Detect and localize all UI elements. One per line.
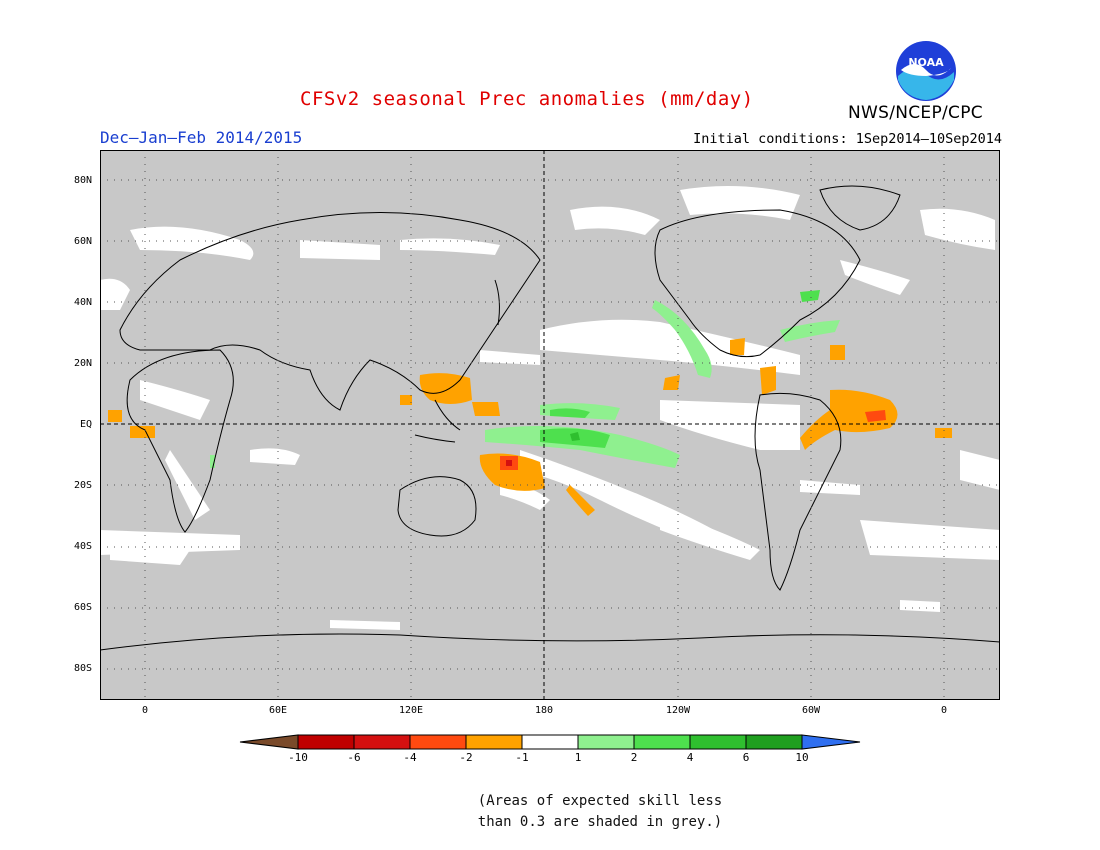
coastlines: [100, 185, 1000, 651]
lat-label: 60S: [73, 602, 92, 613]
lon-label: 60W: [801, 705, 821, 716]
legend-swatch: [409, 734, 467, 750]
agency-label: NWS/NCEP/CPC: [848, 103, 983, 123]
lat-label: 60N: [73, 236, 92, 247]
noaa-logo: NOAA: [896, 41, 956, 101]
lat-label: 40S: [73, 541, 92, 552]
legend-tick: -6: [347, 751, 361, 764]
svg-text:NOAA: NOAA: [908, 56, 944, 69]
legend-swatch: [521, 734, 579, 750]
color-legend: [239, 734, 861, 750]
legend-swatch: [297, 734, 355, 750]
reference-lines: [100, 150, 1000, 700]
lon-label: 0: [141, 705, 149, 716]
legend-tick: 10: [795, 751, 809, 764]
legend-tick: 6: [742, 751, 750, 764]
initial-conditions-label: Initial conditions: 1Sep2014–10Sep2014: [693, 131, 1002, 147]
lon-label: 0: [940, 705, 948, 716]
lat-label: 20S: [73, 480, 92, 491]
precip-anomaly-map: [100, 150, 1000, 700]
legend-swatch: [633, 734, 691, 750]
season-label: Dec–Jan–Feb 2014/2015: [100, 128, 303, 147]
lat-label: 80N: [73, 175, 92, 186]
legend-swatch: [353, 734, 411, 750]
map-frame: [100, 150, 1000, 700]
legend-swatch: [577, 734, 635, 750]
lat-label: 80S: [73, 663, 92, 674]
legend-tick: 2: [630, 751, 638, 764]
legend-swatch: [689, 734, 747, 750]
legend-swatch: [745, 734, 803, 750]
lon-label: 120E: [398, 705, 424, 716]
footnote: (Areas of expected skill less than 0.3 a…: [470, 791, 730, 833]
lon-label: 60E: [268, 705, 288, 716]
chart-title: CFSv2 seasonal Prec anomalies (mm/day): [300, 88, 754, 110]
lat-label: 20N: [73, 358, 92, 369]
legend-tick: 1: [574, 751, 582, 764]
footnote-line: (Areas of expected skill less: [477, 793, 723, 809]
legend-tick: -1: [515, 751, 529, 764]
wet-anomaly-regions: [210, 290, 840, 468]
legend-tick: -4: [403, 751, 417, 764]
lon-label: 120W: [665, 705, 691, 716]
legend-tick: -2: [459, 751, 473, 764]
graticule: [100, 150, 1000, 700]
lon-label: 180: [534, 705, 554, 716]
footnote-line: than 0.3 are shaded in grey.): [477, 814, 723, 830]
legend-arrow-right: [801, 734, 861, 750]
legend-tick: 4: [686, 751, 694, 764]
neutral-anomaly-regions: [100, 186, 1000, 630]
lat-label: EQ: [79, 419, 92, 430]
legend-arrow-left: [239, 734, 299, 750]
legend-swatch: [465, 734, 523, 750]
lat-label: 40N: [73, 297, 92, 308]
legend-tick: -10: [288, 751, 308, 764]
